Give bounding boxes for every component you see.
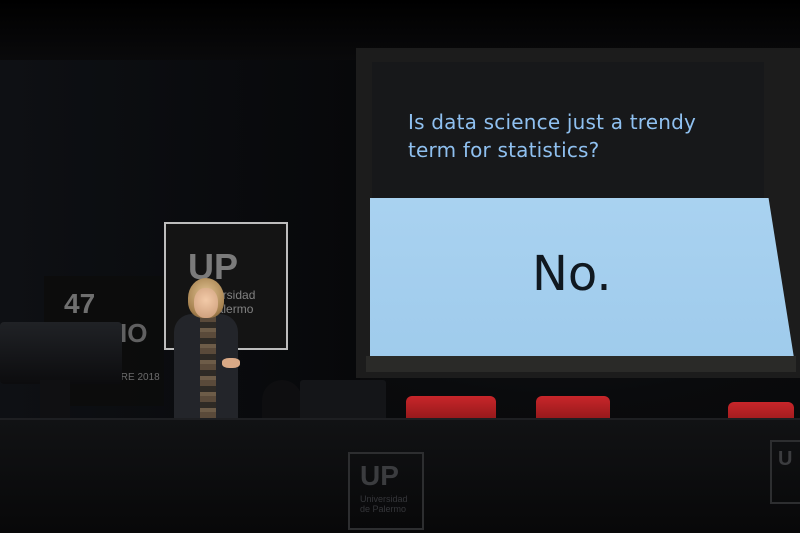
stage-table-front <box>0 420 800 533</box>
table-logo-right-text: U <box>778 448 793 470</box>
table-logo-sub-line2: de Palermo <box>360 504 407 514</box>
speaker-hand-clicker <box>222 358 240 368</box>
table-logo: UP Universidad de Palermo <box>348 452 424 530</box>
table-logo-text: UP <box>360 460 399 491</box>
lectern-monitor <box>0 322 122 384</box>
slide-answer: No. <box>532 246 612 302</box>
banner-side-text: IO <box>120 318 148 348</box>
slide-top-panel <box>372 62 764 202</box>
table-logo-right: U <box>770 440 800 504</box>
screen-bottom-edge <box>366 356 796 372</box>
slide-question: Is data science just a trendy term for s… <box>408 110 697 162</box>
banner-date: IRE 2018 <box>118 372 160 383</box>
microphone-stand <box>262 380 302 420</box>
speaker-face <box>194 288 218 318</box>
banner-number: 47 <box>64 288 96 319</box>
table-logo-sub: Universidad de Palermo <box>360 494 408 514</box>
lectern-stand <box>40 380 70 424</box>
slide-bottom-panel <box>370 198 794 358</box>
speaker <box>170 278 246 424</box>
table-logo-sub-line1: Universidad <box>360 494 408 504</box>
speaker-scarf <box>200 316 216 420</box>
laptop <box>300 380 386 422</box>
